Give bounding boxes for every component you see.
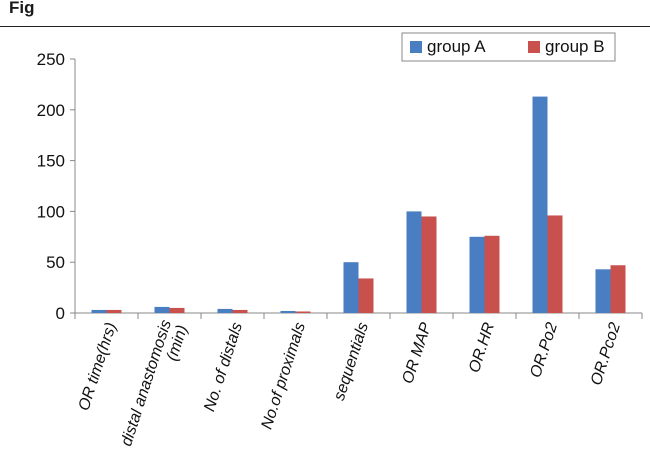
x-category-label-line: OR MAP [399, 320, 435, 386]
bar-group-b [232, 309, 248, 313]
bar-group-b [169, 307, 185, 313]
x-category-label-line: sequentials [331, 321, 372, 403]
x-category-label: sequentials [331, 321, 372, 403]
x-category-label: OR.HR [466, 320, 498, 375]
legend-swatch-group-b [528, 41, 540, 53]
legend-swatch-group-a [410, 41, 422, 53]
figure-label: Fig [9, 0, 35, 17]
bar-group-b [547, 215, 563, 313]
bar-group-b [358, 278, 374, 313]
x-category-label: OR MAP [399, 320, 435, 386]
x-category-label: OR time(hrs) [76, 321, 120, 413]
x-category-label: OR.Pco2 [588, 320, 624, 387]
legend-box [401, 32, 616, 62]
y-tick-label: 200 [37, 101, 65, 120]
x-axis-category-labels: OR time(hrs)distal anastomosis(min) No. o… [76, 318, 624, 448]
bar-group-a [343, 262, 359, 313]
legend-label-group-a: group A [427, 37, 486, 56]
legend-label-group-b: group B [545, 37, 605, 56]
bar-group-b [610, 265, 626, 313]
x-category-label-line: OR time(hrs) [76, 321, 120, 413]
title-rule [0, 26, 650, 27]
y-tick-label: 0 [56, 304, 65, 323]
bar-group-b [106, 309, 122, 313]
y-tick-label: 50 [46, 253, 65, 272]
y-tick-label: 250 [37, 50, 65, 69]
bar-group-a [406, 211, 422, 313]
bar-group-b [295, 311, 311, 313]
x-category-label: distal anastomosis(min) [118, 318, 191, 448]
bar-group-a [532, 96, 548, 313]
bar-group-a [280, 310, 296, 313]
chart-legend: group A group B [401, 32, 616, 62]
chart-bars [91, 96, 626, 313]
x-category-label: No. of distals [201, 321, 246, 414]
bar-group-a [217, 308, 233, 313]
y-axis-tick-labels: 0 50 100 150 200 250 [37, 50, 65, 323]
y-tick-label: 100 [37, 202, 65, 221]
x-category-label-line: OR.HR [466, 320, 498, 375]
bar-group-a [469, 236, 485, 313]
bar-group-a [91, 309, 107, 313]
x-category-label-line: No.of proximals [259, 321, 310, 432]
x-category-label-line: distal anastomosis [118, 318, 175, 448]
x-category-label-line: No. of distals [201, 321, 246, 414]
bar-group-a [595, 269, 611, 313]
bar-group-a [154, 306, 170, 313]
bar-group-b [484, 235, 500, 313]
bar-group-b [421, 216, 437, 313]
x-category-label-line: OR.Pco2 [588, 320, 624, 387]
y-tick-label: 150 [37, 152, 65, 171]
x-category-label-line: OR.Po2 [527, 320, 561, 379]
x-category-label: OR.Po2 [527, 320, 561, 379]
x-category-label: No.of proximals [259, 321, 310, 432]
